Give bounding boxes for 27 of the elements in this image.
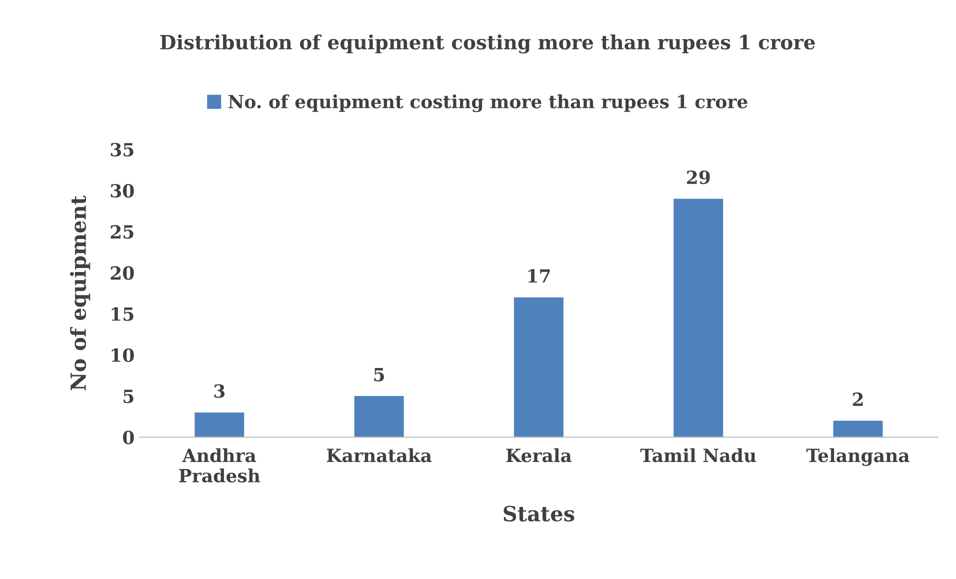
legend-label: No. of equipment costing more than rupees 1 crore	[228, 94, 748, 112]
data-label: 3	[214, 384, 225, 398]
x-tick-label: Karnataka	[326, 448, 432, 462]
data-label: 29	[687, 170, 710, 184]
bar	[833, 420, 883, 438]
y-tick-label: 25	[110, 225, 134, 239]
x-axis-title: States	[504, 506, 574, 522]
x-tick-label: Telangana	[806, 448, 910, 466]
data-label: 5	[374, 368, 384, 382]
x-tick-label: Tamil Nadu	[640, 448, 756, 462]
data-label: 17	[528, 269, 550, 283]
x-tick-label: Kerala	[506, 448, 572, 462]
bar	[354, 396, 404, 438]
bar	[514, 297, 564, 438]
chart-title: Distribution of equipment costing more than rupees 1 crore	[160, 34, 815, 54]
y-tick-label: 20	[110, 266, 134, 280]
y-tick-label: 5	[124, 390, 134, 404]
y-tick-label: 10	[112, 348, 134, 362]
data-label: 2	[852, 392, 863, 406]
y-tick-label: 35	[110, 142, 134, 156]
y-tick-label: 30	[110, 184, 134, 198]
bar	[674, 198, 724, 438]
bar	[194, 412, 244, 438]
y-axis-title: No of equipment	[70, 195, 90, 390]
y-tick-label: 15	[112, 307, 134, 321]
y-tick-label: 0	[123, 430, 134, 444]
x-tick-label: Andhra Pradesh	[179, 448, 260, 482]
